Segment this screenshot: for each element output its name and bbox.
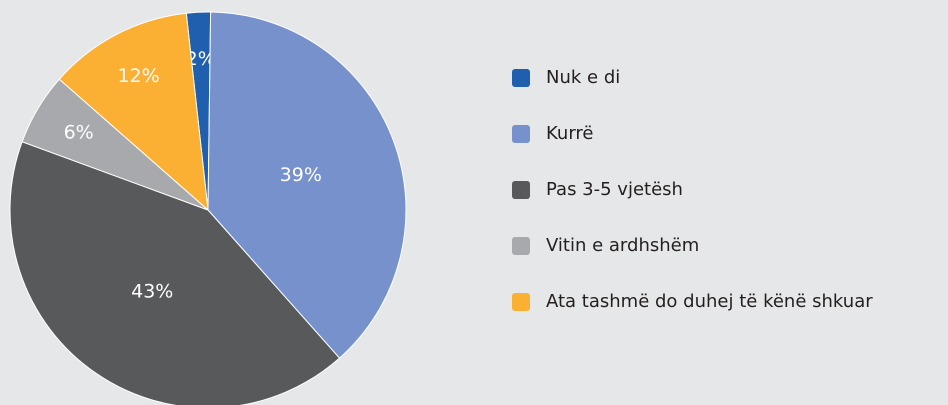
pie-slice xyxy=(207,11,407,359)
legend-label: Vitin e ardhshëm xyxy=(546,235,699,256)
legend-label: Ata tashmë do duhej të kënë shkuar xyxy=(546,291,873,312)
legend-swatch xyxy=(512,125,530,143)
slice-label: 39% xyxy=(280,164,322,186)
legend-swatch xyxy=(512,293,530,311)
pie-slice xyxy=(9,141,341,405)
legend-label: Pas 3-5 vjetësh xyxy=(546,179,683,200)
slice-label: 6% xyxy=(64,122,94,144)
slice-label: 12% xyxy=(117,65,159,87)
legend-label: Kurrë xyxy=(546,123,593,144)
legend-swatch xyxy=(512,181,530,199)
slice-label: 43% xyxy=(131,280,173,302)
legend-swatch xyxy=(512,237,530,255)
legend-swatch xyxy=(512,69,530,87)
legend-label: Nuk e di xyxy=(546,67,620,88)
pie-slice xyxy=(58,12,209,212)
slice-label: 2% xyxy=(186,48,216,70)
